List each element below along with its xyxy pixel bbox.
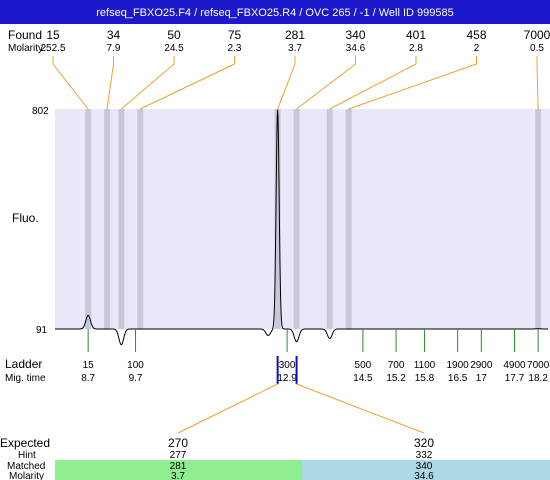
- found-size: 340: [345, 28, 365, 42]
- y-tick-bottom: 91: [36, 325, 48, 336]
- expected-molarity: 3.7: [171, 471, 185, 480]
- ladder-mig-time: 12.9: [277, 373, 297, 384]
- ladder-size: 500: [355, 360, 372, 371]
- expected-matched: 281: [170, 461, 187, 472]
- ladder-mig-time: 9.7: [129, 373, 143, 384]
- ladder-mig-time: 17.7: [505, 373, 525, 384]
- found-molarity: 2.3: [228, 43, 242, 54]
- found-molarity: 0.5: [530, 43, 544, 54]
- peak-band: [274, 109, 281, 329]
- expected-size: 270: [168, 436, 188, 450]
- ladder-mig-time: 14.5: [353, 373, 373, 384]
- peak-band: [345, 109, 352, 329]
- hint-label: Hint: [18, 450, 36, 461]
- found-molarity: 34.6: [346, 43, 366, 54]
- peak-band: [137, 109, 144, 329]
- title-bar: [0, 0, 550, 24]
- found-size: 458: [466, 28, 486, 42]
- ladder-mig-time: 18.2: [528, 373, 548, 384]
- found-leader-line: [277, 56, 296, 110]
- found-molarity: 7.9: [107, 43, 121, 54]
- ladder-size: 7000: [527, 360, 550, 371]
- found-leader-line: [329, 56, 417, 110]
- found-leader-line: [296, 56, 356, 110]
- peak-band: [118, 109, 125, 329]
- ladder-mig-time: 17: [476, 373, 488, 384]
- ladder-mig-time: 8.7: [81, 373, 95, 384]
- molarity-label: Molarity: [8, 43, 43, 54]
- found-size: 401: [406, 28, 426, 42]
- expected-molarity: 34.6: [414, 471, 434, 480]
- peak-band: [104, 109, 111, 329]
- ladder-size: 1100: [414, 360, 436, 371]
- found-size: 34: [107, 28, 121, 42]
- fluorescence-trace: [55, 109, 548, 346]
- found-leader-line: [140, 56, 235, 110]
- found-size: 15: [46, 28, 60, 42]
- ladder-size: 100: [127, 360, 144, 371]
- expected-matched: 340: [416, 461, 433, 472]
- found-leader-line: [348, 56, 477, 110]
- found-size: 7000: [524, 28, 550, 42]
- matched-label: Matched: [7, 461, 45, 472]
- expected-leader-line: [296, 383, 425, 434]
- expected-leader-line: [177, 383, 278, 434]
- found-size: 281: [285, 28, 305, 42]
- ladder-mig-time: 16.5: [448, 373, 468, 384]
- molarity-bottom-label: Molarity: [9, 471, 44, 480]
- expected-label: Expected: [0, 436, 50, 450]
- expected-size: 320: [414, 436, 434, 450]
- peak-band: [85, 109, 92, 329]
- peak-band: [535, 109, 542, 329]
- matched-bar-right: [302, 460, 550, 480]
- found-molarity: 2: [474, 43, 480, 54]
- found-molarity: 2.8: [409, 43, 423, 54]
- expected-hint: 277: [170, 450, 187, 461]
- y-tick-top: 802: [32, 106, 49, 117]
- matched-bar-left: [55, 460, 302, 480]
- found-leader-line: [106, 56, 114, 110]
- ladder-size: 4900: [503, 360, 526, 371]
- found-leader-line: [536, 56, 539, 110]
- found-size: 50: [167, 28, 181, 42]
- mig-time-label: Mig. time: [5, 373, 46, 384]
- ladder-size: 1900: [447, 360, 470, 371]
- ladder-size: 300: [279, 360, 296, 371]
- found-molarity: 252.5: [40, 43, 65, 54]
- peak-band: [326, 109, 333, 329]
- expected-hint: 332: [416, 450, 433, 461]
- found-leader-line: [120, 56, 175, 110]
- ladder-label: Ladder: [5, 357, 42, 371]
- found-size: 75: [228, 28, 242, 42]
- ladder-size: 2900: [470, 360, 493, 371]
- found-leader-line: [52, 56, 89, 110]
- ladder-size: 700: [388, 360, 405, 371]
- found-molarity: 3.7: [288, 43, 302, 54]
- ladder-mig-time: 15.8: [415, 373, 435, 384]
- peak-band: [293, 109, 300, 329]
- chart-title: refseq_FBXO25.F4 / refseq_FBXO25.R4 / OV…: [96, 7, 453, 19]
- ladder-size: 15: [83, 360, 95, 371]
- ladder-mig-time: 15.2: [386, 373, 406, 384]
- plot-area: [55, 109, 550, 329]
- y-axis-label: Fluo.: [12, 211, 39, 225]
- found-molarity: 24.5: [164, 43, 184, 54]
- found-label: Found: [8, 28, 42, 42]
